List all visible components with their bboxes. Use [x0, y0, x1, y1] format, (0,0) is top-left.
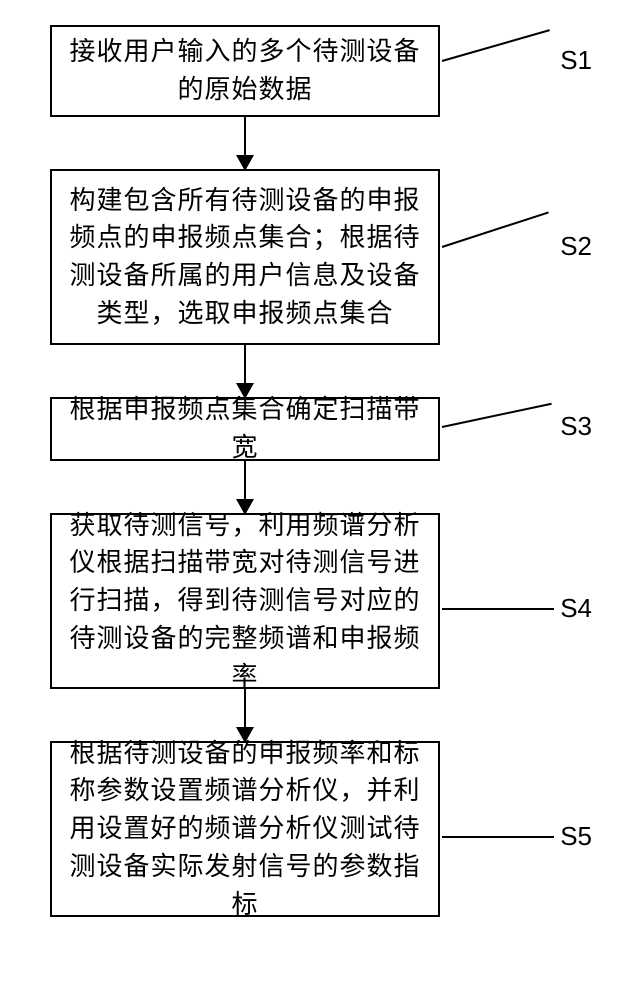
flow-label-s3-text: S3 [560, 411, 592, 442]
leader-line-icon [442, 836, 554, 838]
flowchart-container: 接收用户输入的多个待测设备的原始数据 S1 构建包含所有待测设备的申报频点的申报… [50, 25, 590, 917]
flow-node-s4: 获取待测信号，利用频谱分析仪根据扫描带宽对待测信号进行扫描，得到待测信号对应的待… [50, 513, 440, 689]
flow-label-s4-text: S4 [560, 593, 592, 624]
leader-line-icon [442, 29, 550, 62]
flow-node-s5: 根据待测设备的申报频率和标称参数设置频谱分析仪，并利用设置好的频谱分析仪测试待测… [50, 741, 440, 917]
flow-node-s3-text: 根据申报频点集合确定扫描带宽 [66, 391, 424, 466]
arrow-s4-s5 [50, 689, 440, 741]
arrow-s3-s4 [50, 461, 440, 513]
flow-label-s5: S5 [442, 821, 592, 852]
flow-label-s5-text: S5 [560, 821, 592, 852]
flow-node-s3: 根据申报频点集合确定扫描带宽 S3 [50, 397, 440, 461]
flow-node-s1: 接收用户输入的多个待测设备的原始数据 S1 [50, 25, 440, 117]
flow-label-s2: S2 [442, 231, 592, 262]
flow-label-s2-text: S2 [560, 231, 592, 262]
arrow-s2-s3 [50, 345, 440, 397]
arrow-s1-s2 [50, 117, 440, 169]
flow-node-s4-text: 获取待测信号，利用频谱分析仪根据扫描带宽对待测信号进行扫描，得到待测信号对应的待… [66, 507, 424, 695]
flow-label-s1-text: S1 [560, 45, 592, 76]
flow-node-s2: 构建包含所有待测设备的申报频点的申报频点集合；根据待测设备所属的用户信息及设备类… [50, 169, 440, 345]
flow-node-s1-text: 接收用户输入的多个待测设备的原始数据 [66, 33, 424, 108]
flow-label-s4: S4 [442, 593, 592, 624]
flow-label-s3: S3 [442, 411, 592, 442]
flow-label-s1: S1 [442, 45, 592, 76]
flow-node-s5-text: 根据待测设备的申报频率和标称参数设置频谱分析仪，并利用设置好的频谱分析仪测试待测… [66, 735, 424, 923]
flow-node-s2-text: 构建包含所有待测设备的申报频点的申报频点集合；根据待测设备所属的用户信息及设备类… [66, 182, 424, 333]
leader-line-icon [442, 608, 554, 610]
leader-line-icon [442, 211, 549, 248]
leader-line-icon [442, 402, 552, 427]
